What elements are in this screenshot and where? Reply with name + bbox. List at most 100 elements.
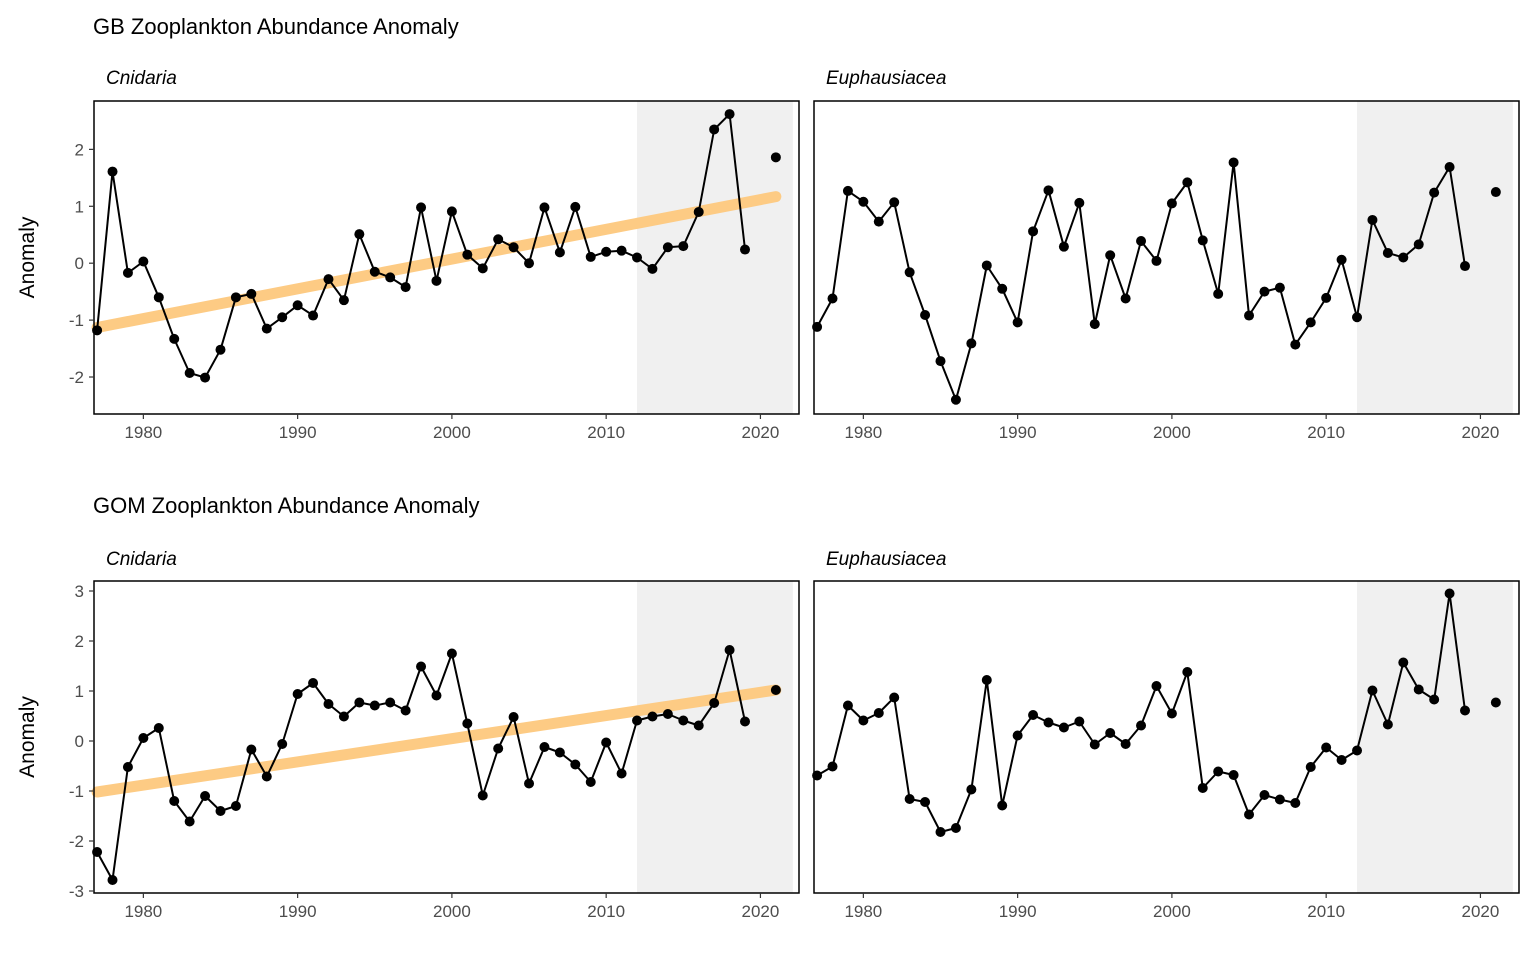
data-point <box>1197 783 1208 793</box>
data-point <box>246 744 257 755</box>
data-point <box>1089 319 1100 330</box>
data-point <box>1120 293 1131 304</box>
data-point <box>261 323 272 334</box>
data-point <box>1012 730 1023 741</box>
trend-line <box>91 684 782 798</box>
data-point <box>308 310 319 321</box>
data-point <box>616 768 627 779</box>
data-point <box>1274 282 1285 293</box>
data-point <box>1213 288 1224 299</box>
data-point <box>1259 286 1270 297</box>
data-point <box>1028 710 1039 720</box>
data-point <box>1444 588 1455 599</box>
data-point <box>1058 241 1069 252</box>
panel-border <box>93 580 800 894</box>
data-point <box>647 263 658 274</box>
recent-period-shade <box>1357 101 1513 414</box>
data-point <box>920 797 931 807</box>
data-point <box>416 661 427 672</box>
data-point <box>693 720 704 731</box>
y-tick-label: -2 <box>69 368 84 387</box>
data-point <box>354 697 365 708</box>
data-point <box>1290 339 1301 350</box>
data-point <box>1213 766 1224 777</box>
data-point <box>740 244 751 255</box>
data-point-latest <box>1490 697 1501 708</box>
data-point <box>1120 739 1131 749</box>
panel-border <box>813 100 1520 415</box>
data-point <box>354 229 365 240</box>
panel-cnidaria: Cnidaria 1980 1990 2000 2010 2020 -3 -2 -1 0 1 2 3 <box>69 549 800 921</box>
data-point <box>1352 745 1363 756</box>
data-point <box>169 333 180 344</box>
data-point <box>215 344 226 355</box>
data-point <box>585 777 596 787</box>
x-tick-label: 2010 <box>1307 902 1345 921</box>
data-point <box>724 645 735 655</box>
data-point <box>1105 250 1116 261</box>
data-point <box>554 747 565 758</box>
y-tick-label: -2 <box>69 832 84 851</box>
x-tick-label: 2020 <box>742 423 780 442</box>
data-point <box>1460 705 1471 716</box>
recent-period-shade <box>1357 581 1513 893</box>
x-tick-label: 2010 <box>587 423 625 442</box>
data-point <box>1305 762 1316 772</box>
data-point <box>1089 739 1100 750</box>
data-point <box>709 124 720 135</box>
data-point <box>416 202 427 213</box>
data-point <box>508 712 519 722</box>
data-point <box>539 202 550 213</box>
data-point <box>477 263 488 274</box>
data-point <box>1074 716 1085 727</box>
data-point <box>904 267 915 278</box>
data-point <box>1367 685 1378 696</box>
data-point <box>858 196 869 207</box>
facet-chart-1: GB Zooplankton Abundance Anomaly Anomaly C… <box>16 14 1520 442</box>
y-tick-label: 0 <box>75 254 84 273</box>
data-point <box>1336 254 1347 265</box>
data-point <box>997 800 1008 811</box>
recent-period-shade <box>637 581 793 893</box>
x-tick-label: 1990 <box>279 902 317 921</box>
data-point <box>1398 657 1409 668</box>
data-point <box>230 801 241 811</box>
data-point <box>400 705 411 716</box>
data-point <box>678 241 689 252</box>
data-point <box>1321 292 1332 303</box>
data-point-latest <box>770 152 781 163</box>
data-point <box>678 715 689 726</box>
data-point <box>1244 310 1255 321</box>
y-tick-label: -3 <box>69 882 84 901</box>
data-point <box>153 723 164 733</box>
data-point <box>1166 198 1177 209</box>
data-point <box>1413 684 1424 695</box>
data-point <box>493 234 504 245</box>
data-point <box>446 206 457 217</box>
data-point <box>1352 312 1363 323</box>
data-point <box>966 784 977 795</box>
data-point <box>1321 742 1332 753</box>
x-tick-label: 1980 <box>844 423 882 442</box>
data-point <box>662 709 673 719</box>
data-point <box>1290 798 1301 808</box>
panel-cnidaria: Cnidaria 1980 1990 2000 2010 2020 -2 -1 0 1 2 <box>69 68 800 442</box>
data-point <box>1367 214 1378 225</box>
data-point <box>1244 809 1255 820</box>
y-tick-label: -1 <box>69 311 84 330</box>
x-tick-label: 1980 <box>124 423 162 442</box>
data-point <box>292 300 303 311</box>
data-point <box>740 716 751 727</box>
data-point-latest <box>1490 187 1501 198</box>
data-point <box>1382 719 1393 730</box>
data-point <box>1444 162 1455 173</box>
data-point <box>662 242 673 253</box>
data-point <box>1398 252 1409 263</box>
data-point <box>1151 681 1162 691</box>
data-point <box>585 251 596 262</box>
data-point <box>1305 317 1316 328</box>
data-point <box>827 293 838 304</box>
data-point <box>338 295 349 306</box>
strip-label: Cnidaria <box>106 549 177 570</box>
x-tick-label: 2020 <box>742 902 780 921</box>
